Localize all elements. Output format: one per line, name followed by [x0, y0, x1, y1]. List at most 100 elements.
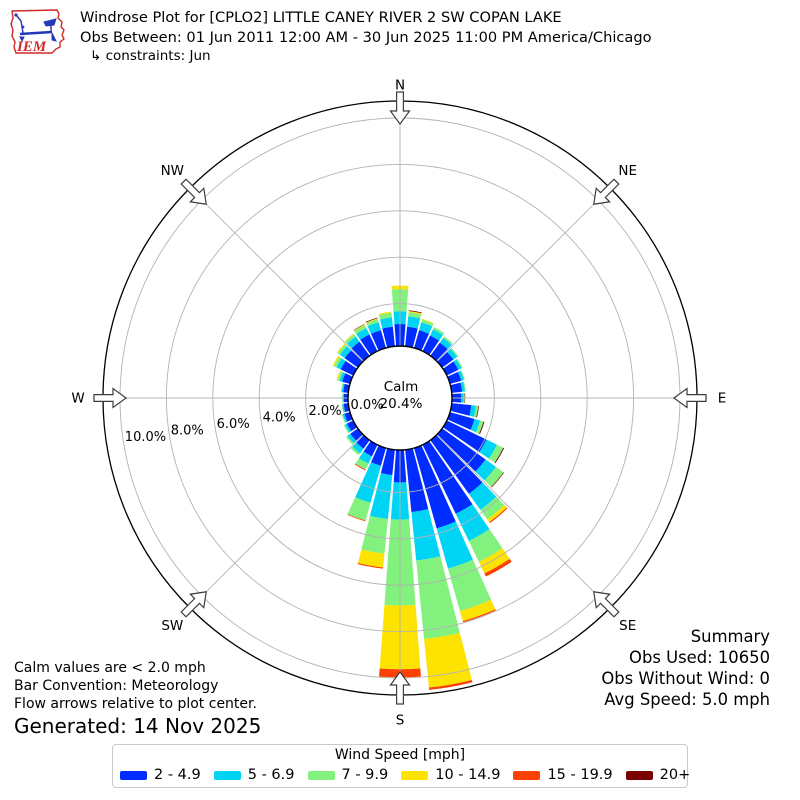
windrose-bar-segment-220-0 — [356, 435, 370, 449]
windrose-bar-segment-330-3 — [353, 324, 365, 332]
compass-label-SW: SW — [161, 618, 183, 634]
windrose-bar-segment-110-2 — [475, 420, 484, 434]
footnote-arrows: Flow arrows relative to plot center. — [14, 696, 257, 713]
windrose-bar-segment-110-0 — [447, 412, 475, 430]
legend-swatch — [401, 770, 429, 780]
compass-label-S: S — [396, 713, 405, 729]
windrose-bar-segment-340-0 — [370, 330, 386, 351]
windrose-bar-segment-190-2 — [361, 515, 388, 554]
windrose-bar-segment-250-1 — [342, 413, 348, 423]
title-block: Windrose Plot for [CPLO2] LITTLE CANEY R… — [80, 8, 652, 67]
windrose-bar-segment-200-1 — [355, 462, 381, 503]
windrose-bar-segment-70-1 — [457, 370, 464, 381]
iem-logo: IEM — [10, 9, 65, 55]
windrose-bar-segment-80-1 — [460, 381, 465, 392]
legend-items: 2 - 4.9 5 - 6.9 7 - 9.9 10 - 14.9 15 - 19.9 2… — [113, 767, 690, 783]
windrose-bar-segment-350-2 — [378, 312, 392, 320]
legend-label: 5 - 6.9 — [247, 767, 295, 783]
windrose-bar-segment-330-1 — [356, 328, 370, 340]
windrose-bar-segment-10-0 — [405, 326, 418, 348]
windrose-bar-segment-320-2 — [345, 334, 356, 344]
windrose-bar-segment-190-3 — [357, 549, 385, 568]
windrose-bar-segment-340-2 — [366, 318, 379, 327]
windrose-bar-segment-40-1 — [439, 337, 452, 350]
windrose-bar-segment-60-1 — [453, 359, 462, 370]
ring-label-4: 4.0% — [263, 411, 296, 426]
legend-item-7-9.9: 7 - 9.9 — [307, 767, 389, 783]
windrose-bar-segment-300-2 — [333, 356, 342, 368]
windrose-bar-segment-260-1 — [342, 403, 346, 413]
windrose-bar-segment-170-0 — [405, 448, 429, 513]
flow-arrow-NW — [180, 178, 207, 205]
legend-swatch — [213, 770, 241, 780]
windrose-bar-segment-190-0 — [380, 448, 395, 476]
legend-label: 15 - 19.9 — [547, 767, 613, 783]
windrose-bar-segment-240-2 — [343, 424, 350, 434]
windrose-bar-segment-110-5 — [479, 421, 485, 435]
ring-label-0: 0.0% — [351, 398, 384, 413]
windrose-bar-segment-280-1 — [341, 383, 345, 393]
windrose-bar-segment-130-2 — [484, 466, 504, 487]
ring-label-8: 8.0% — [171, 423, 204, 438]
plot-title: Windrose Plot for [CPLO2] LITTLE CANEY R… — [80, 9, 562, 26]
windrose-bar-segment-120-0 — [442, 420, 487, 453]
windrose-bar-segment-140-2 — [480, 496, 505, 520]
windrose-bar-segment-60-0 — [442, 361, 459, 376]
windrose-bar-segment-140-4 — [489, 507, 508, 524]
legend-label: 7 - 9.9 — [341, 767, 389, 783]
windrose-bar-segment-100-1 — [469, 405, 476, 417]
flow-arrow-W — [93, 387, 128, 409]
windrose-bar-segment-210-2 — [355, 458, 369, 470]
windrose-bar-segment-220-2 — [350, 446, 361, 456]
plot-constraints: ↳ constraints: Jun — [90, 48, 211, 64]
flow-arrow-SW — [180, 591, 207, 618]
windrose-bar-segment-120-1 — [479, 439, 498, 459]
windrose-bar-segment-30-2 — [433, 327, 445, 335]
flow-arrow-S — [389, 670, 411, 705]
windrose-bar-segment-340-1 — [367, 322, 381, 334]
windrose-bar-segment-130-0 — [437, 428, 486, 472]
windrose-bar-segment-350-3 — [378, 311, 392, 316]
legend-label: 2 - 4.9 — [154, 767, 201, 783]
ring-labels: 0.0% 2.0% 4.0% 6.0% 8.0% 10.0% — [125, 398, 384, 445]
windrose-bar-segment-120-5 — [494, 447, 505, 464]
legend-item-5-6.9: 5 - 6.9 — [213, 767, 295, 783]
windrose-bar-segment-160-0 — [414, 445, 456, 529]
windrose-bar-segment-200-4 — [347, 514, 366, 522]
windrose-bar-segment-240-1 — [344, 423, 352, 433]
summary-block: Summary Obs Used: 10650 Obs Without Wind… — [601, 626, 770, 710]
flow-arrow-N — [389, 91, 411, 126]
windrose-bar-segment-80-2 — [463, 381, 466, 392]
windrose-bar-segment-20-2 — [421, 319, 434, 327]
compass-label-W: W — [71, 391, 84, 407]
plot-subtitle: Obs Between: 01 Jun 2011 12:00 AM - 30 J… — [80, 28, 652, 46]
windrose-bar-segment-170-3 — [424, 632, 472, 688]
compass-label-NW: NW — [161, 163, 184, 179]
footnote-convention: Bar Convention: Meteorology — [14, 678, 219, 695]
ring-label-10: 10.0% — [125, 430, 166, 445]
windrose-bar-segment-10-5 — [408, 310, 422, 314]
windrose-bar-segment-50-0 — [437, 351, 454, 368]
windrose-bar-segment-210-4 — [354, 463, 366, 471]
windrose-bar-segment-20-3 — [422, 318, 434, 324]
windrose-bar-segment-350-0 — [382, 326, 395, 348]
windrose-bar-segment-330-0 — [360, 334, 378, 356]
footnote-block: Calm values are < 2.0 mph Bar Convention… — [14, 659, 261, 739]
windrose-bar-segment-30-0 — [422, 335, 440, 356]
legend-swatch — [120, 770, 147, 780]
windrose-bar-segment-120-2 — [488, 444, 504, 463]
windrose-bar-segment-160-3 — [459, 599, 496, 622]
windrose-bar-segment-210-0 — [363, 440, 378, 457]
windrose-bar-segment-80-0 — [450, 382, 463, 393]
windrose-bar-segment-210-1 — [358, 451, 372, 464]
windrose-bar-segment-50-2 — [450, 347, 459, 357]
wind-speed-legend: Wind Speed [mph] 2 - 4.9 5 - 6.9 7 - 9.9 10… — [112, 744, 690, 788]
compass-label-NE: NE — [618, 163, 637, 179]
windrose-bar-segment-290-1 — [339, 372, 346, 382]
weather-vane-icon — [14, 13, 57, 43]
flow-arrow-NE — [593, 178, 620, 205]
windrose-bar-segment-290-0 — [342, 373, 353, 384]
windrose-bar-segment-310-3 — [336, 343, 346, 354]
